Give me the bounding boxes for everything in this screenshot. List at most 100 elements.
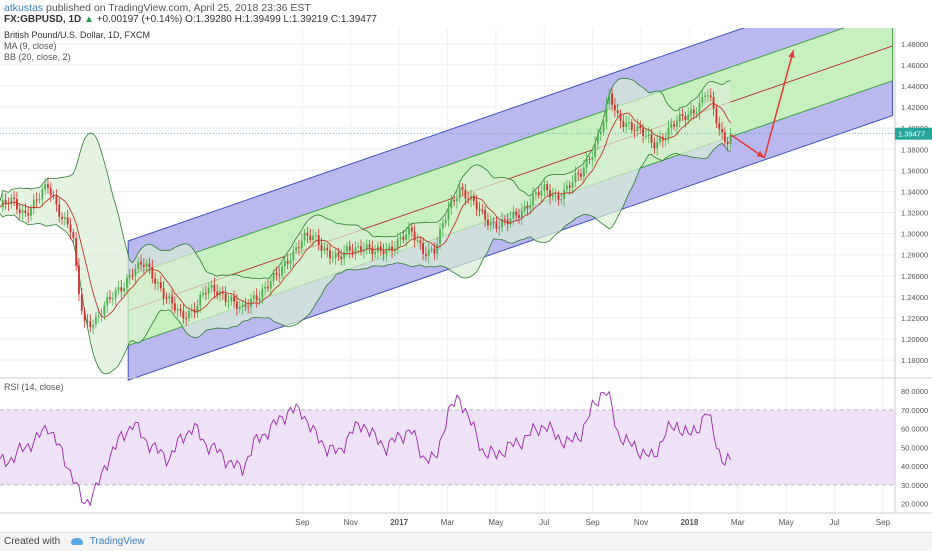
rsi-legend: RSI (14, close) <box>4 382 64 392</box>
price-axis-bg <box>895 28 932 513</box>
bb-legend: BB (20, close, 2) <box>4 52 71 62</box>
candle-body <box>551 195 554 198</box>
candle-body <box>4 200 7 204</box>
candle-body <box>216 291 219 296</box>
candle-body <box>154 278 157 284</box>
candle-body <box>323 247 326 251</box>
rsi-panel: 20.0000 30.0000 40.0000 50.0000 60.0000 70.00… <box>0 377 932 513</box>
last-price-label: 1.39477 <box>898 130 925 139</box>
candle-body <box>55 196 58 205</box>
open-value: O:1.39280 <box>185 14 232 25</box>
time-tick-label: May <box>488 518 503 527</box>
candle-body <box>360 246 362 252</box>
candle-body <box>365 244 368 250</box>
time-tick-label: Mar <box>731 518 745 527</box>
candle-body <box>456 198 458 202</box>
tradingview-link[interactable]: TradingView <box>89 536 145 547</box>
chart-title: British Pound/U.S. Dollar, 1D, FXCM <box>4 30 150 40</box>
candle-body <box>656 141 659 149</box>
candle-body <box>114 290 117 299</box>
candle-body <box>729 135 732 145</box>
candle-body <box>63 217 66 220</box>
candle-body <box>405 234 408 240</box>
chart-canvas[interactable]: 1.18000 1.20000 1.22000 1.24000 1.26000 1.280… <box>0 28 932 532</box>
candle-body <box>670 124 673 128</box>
candle-body <box>453 200 456 202</box>
candle-body <box>202 293 204 295</box>
candle-body <box>613 104 616 111</box>
candle-body <box>159 282 162 289</box>
candle-body <box>549 190 551 198</box>
time-tick-label: Jul <box>539 518 549 527</box>
candle-body <box>379 246 382 251</box>
candle-body <box>509 218 512 225</box>
candle-body <box>179 309 182 312</box>
candle-body <box>647 134 650 136</box>
candle-body <box>165 298 168 300</box>
candle-body <box>467 198 470 200</box>
candle-body <box>145 263 148 267</box>
chart-header: atkustas published on TradingView.com, A… <box>0 0 932 28</box>
candle-body <box>168 296 171 299</box>
candle-body <box>252 295 255 299</box>
time-tick-label: May <box>779 518 794 527</box>
candle-body <box>492 221 495 223</box>
candle-body <box>433 248 436 254</box>
created-with-text: Created with <box>4 536 61 547</box>
price-tick-label: 1.30000 <box>901 230 928 239</box>
time-tick-label: Nov <box>634 518 648 527</box>
candle-body <box>233 296 236 302</box>
candle-body <box>151 266 154 279</box>
candle-body <box>188 310 190 319</box>
time-axis: Sep Nov 2017 Mar May Jul Sep Nov 2018 Mar May Jul Se… <box>0 512 932 527</box>
candle-body <box>269 281 272 289</box>
candle-body <box>10 197 13 205</box>
candle-body <box>213 284 216 292</box>
candle-body <box>255 295 258 301</box>
rsi-tick-label: 20.0000 <box>901 500 928 509</box>
bb-fill <box>0 78 731 374</box>
candle-body <box>275 272 278 275</box>
candle-body <box>221 291 224 294</box>
time-tick-label: Jul <box>829 518 839 527</box>
candle-body <box>13 197 16 199</box>
footer-bar: Created with TradingView <box>0 532 932 551</box>
candle-body <box>162 288 165 299</box>
candle-body <box>458 187 461 199</box>
candle-body <box>18 209 21 213</box>
candle-body <box>289 260 292 264</box>
price-tick-label: 1.34000 <box>901 187 928 196</box>
candle-body <box>644 135 647 137</box>
candle-body <box>171 296 173 304</box>
candle-body <box>681 113 684 117</box>
rsi-tick-label: 60.0000 <box>901 425 928 434</box>
candle-body <box>715 108 718 124</box>
candle-body <box>272 272 275 282</box>
candle-body <box>244 304 247 307</box>
candle-body <box>320 245 323 251</box>
candle-body <box>66 217 69 225</box>
candle-body <box>506 219 509 225</box>
high-value: H:1.39499 <box>234 14 281 25</box>
candle-body <box>382 250 385 255</box>
candle-body <box>653 142 656 149</box>
price-tick-label: 1.28000 <box>901 251 928 260</box>
candle-body <box>250 298 252 307</box>
candle-body <box>616 110 619 114</box>
candle-body <box>695 112 698 114</box>
candle-body <box>32 199 35 209</box>
time-tick-label: 2018 <box>680 518 698 527</box>
candle-body <box>723 132 726 142</box>
candle-body <box>35 199 38 201</box>
candle-body <box>199 294 202 306</box>
candle-body <box>701 96 704 103</box>
candle-body <box>436 244 439 254</box>
rsi-band <box>0 409 895 485</box>
candle-body <box>419 240 422 243</box>
candle-body <box>38 199 41 201</box>
bb-lower <box>0 142 731 375</box>
author-link[interactable]: atkustas <box>4 2 44 14</box>
candle-body <box>354 247 357 254</box>
candle-body <box>676 121 678 127</box>
low-value: L:1.39219 <box>283 14 329 25</box>
